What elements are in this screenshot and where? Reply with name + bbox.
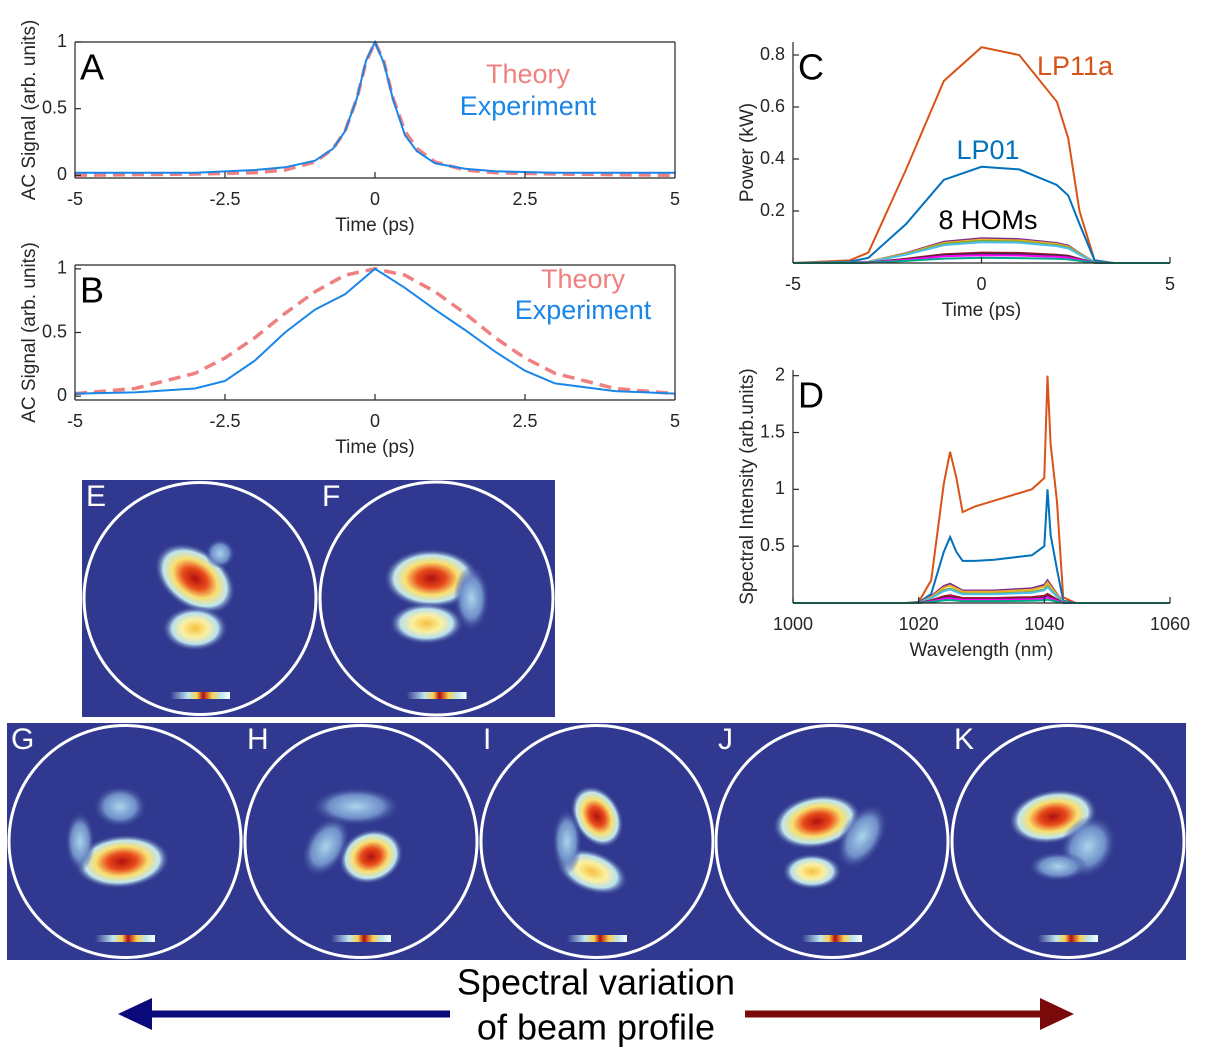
page: Spectral variation of beam profile E F G H I…	[0, 0, 1206, 1053]
x-tick-label: 5	[670, 189, 680, 209]
colorbar	[170, 692, 230, 699]
series-label: LP11a	[1037, 51, 1114, 81]
series-label: Theory	[541, 264, 626, 294]
y-tick-label: 2	[775, 364, 785, 384]
colorbar	[407, 692, 467, 699]
panel-letter: A	[80, 47, 104, 88]
x-tick-label: 1000	[773, 614, 813, 634]
beam-spot	[1028, 852, 1088, 882]
colorbar	[331, 935, 391, 942]
panel-letter: B	[80, 270, 104, 311]
colorbar	[802, 935, 862, 942]
y-axis-label: Power (kW)	[737, 103, 758, 202]
y-tick-label: 0.5	[42, 321, 67, 341]
x-axis-label: Time (ps)	[335, 437, 415, 458]
series-label: LP01	[956, 135, 1019, 165]
beam-spot	[205, 539, 235, 569]
x-tick-label: 2.5	[512, 411, 537, 431]
x-tick-label: 5	[1165, 274, 1175, 294]
colorbar	[1038, 935, 1098, 942]
x-tick-label: -5	[67, 411, 83, 431]
colorbar	[95, 935, 155, 942]
x-tick-label: -5	[785, 274, 801, 294]
panel-label: J	[718, 723, 733, 756]
panel-label: H	[247, 723, 269, 756]
x-axis-label: Wavelength (nm)	[910, 640, 1054, 661]
x-tick-label: 1040	[1024, 614, 1064, 634]
y-tick-label: 0.6	[760, 96, 785, 116]
x-tick-label: 0	[976, 274, 986, 294]
panel-label: E	[86, 480, 106, 513]
y-tick-label: 1	[57, 31, 67, 51]
beam-spot	[65, 812, 95, 872]
y-tick-label: 0	[57, 385, 67, 405]
y-tick-label: 0.5	[760, 535, 785, 555]
annotation: 8 HOMs	[938, 205, 1037, 235]
x-tick-label: 5	[670, 411, 680, 431]
beam-spot	[93, 786, 147, 828]
x-tick-label: 0	[370, 189, 380, 209]
caption: Spectral variation	[457, 962, 735, 1003]
y-tick-label: 0.4	[760, 148, 785, 168]
series-line	[793, 376, 1170, 603]
beam-spot	[162, 606, 228, 651]
beam-spot	[389, 603, 464, 645]
x-tick-label: -2.5	[209, 411, 240, 431]
colorbar	[567, 935, 627, 942]
y-tick-label: 1	[775, 478, 785, 498]
y-tick-label: 0.2	[760, 200, 785, 220]
panel-label: F	[322, 480, 340, 513]
x-tick-label: -2.5	[209, 189, 240, 209]
y-tick-label: 0.8	[760, 44, 785, 64]
beam-spot	[782, 854, 842, 890]
figure: Spectral variation of beam profile E F G H I…	[0, 0, 1206, 1053]
x-tick-label: 1020	[899, 614, 939, 634]
x-tick-label: 2.5	[512, 189, 537, 209]
beam-spot	[454, 566, 490, 632]
y-tick-label: 1.5	[760, 421, 785, 441]
panel-label: I	[483, 723, 491, 756]
panel-label: G	[11, 723, 34, 756]
y-tick-label: 0	[57, 164, 67, 184]
panel-letter: C	[798, 47, 824, 88]
series-label: Theory	[486, 59, 571, 89]
y-axis-label: AC Signal (arb. units)	[19, 242, 40, 423]
series-label: Experiment	[460, 91, 597, 121]
caption: of beam profile	[477, 1007, 715, 1048]
series-line	[793, 489, 1170, 603]
series-label: Experiment	[515, 295, 652, 325]
beam-spot	[552, 809, 582, 875]
x-axis-label: Time (ps)	[942, 300, 1022, 321]
y-tick-label: 0.5	[42, 97, 67, 117]
y-tick-label: 1	[57, 258, 67, 278]
panel-letter: D	[798, 375, 824, 416]
panel-label: K	[954, 723, 974, 756]
x-tick-label: -5	[67, 189, 83, 209]
y-axis-label: AC Signal (arb. units)	[19, 20, 40, 201]
y-axis-label: Spectral Intensity (arb.units)	[737, 368, 758, 605]
x-tick-label: 0	[370, 411, 380, 431]
x-axis-label: Time (ps)	[335, 215, 415, 236]
x-tick-label: 1060	[1150, 614, 1190, 634]
